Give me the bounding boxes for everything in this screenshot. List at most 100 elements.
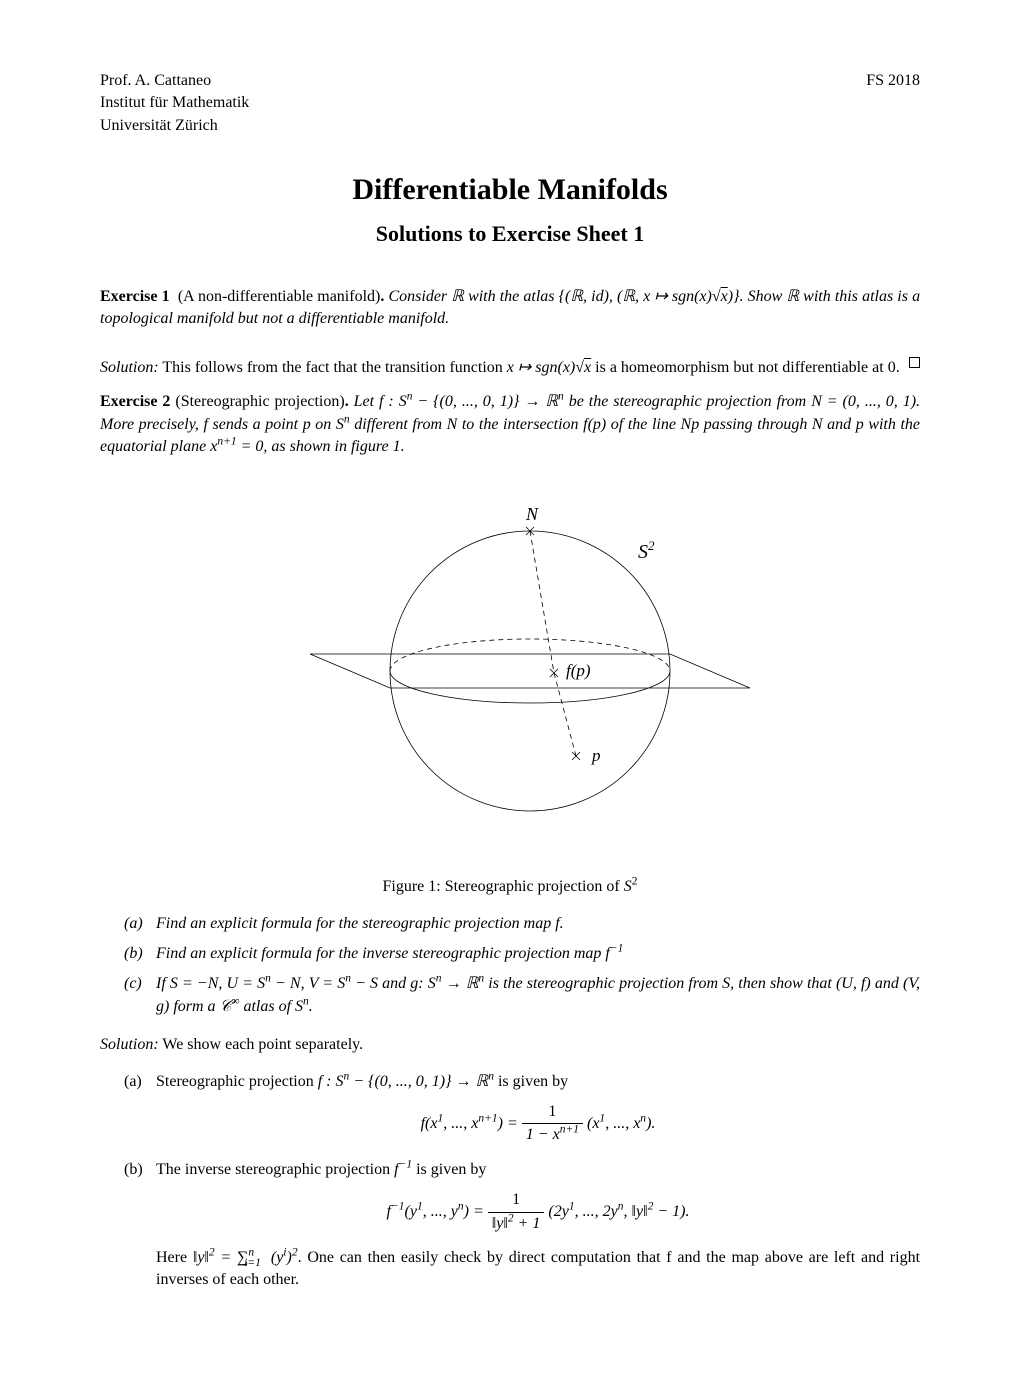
sol-part-a: (a) Stereographic projection f : Sn − {(… [124, 1071, 920, 1147]
sol-a-text: Stereographic projection [156, 1073, 318, 1090]
ex2-let: Let [354, 393, 379, 410]
fig-cap-s2: S [624, 878, 632, 895]
marker-a: (a) [124, 913, 143, 935]
f-rhs: (x1, ..., xn). [587, 1115, 655, 1132]
formula-finv: f−1(y1, ..., yn) = 1 ‖y‖2 + 1 (2y1, ...,… [156, 1189, 920, 1235]
ex1-show: Show [748, 288, 787, 305]
header-left: Prof. A. Cattaneo Institut für Mathemati… [100, 70, 249, 137]
sol1-a: This follows from the fact that the tran… [162, 359, 506, 376]
exercise-2-label: Exercise 2 [100, 393, 170, 410]
stereographic-svg: N S2 f(p) p [250, 476, 770, 866]
ex2-as: , as shown in figure 1. [263, 438, 404, 455]
ex2-N: N = (0, ..., 0, 1). [811, 393, 920, 410]
part-b-inner: Find an explicit formula for the inverse… [156, 945, 610, 962]
period-2: . [345, 393, 349, 410]
exercise-2: Exercise 2 (Stereographic projection). L… [100, 391, 920, 458]
c2: − N, V = S [271, 975, 345, 992]
finv-rhs: (2y1, ..., 2yn, ‖y‖2 − 1). [548, 1203, 689, 1220]
sol-b-text2: is given by [412, 1161, 486, 1178]
sol-a-text2: is given by [494, 1073, 568, 1090]
finv-lhs: f−1(y1, ..., yn) = [387, 1203, 488, 1220]
figure-caption: Figure 1: Stereographic projection of S2 [100, 876, 920, 898]
solution-2-label: Solution: [100, 1036, 159, 1053]
marker-c: (c) [124, 973, 142, 995]
finv-den: ‖y‖2 + 1 [488, 1213, 545, 1235]
part-a-text: Find an explicit formula for the stereog… [156, 915, 564, 932]
sol-b-here: Here ‖y‖2 = ∑ni=1(yi)2. One can then eas… [156, 1247, 920, 1292]
f-frac: 1 1 − xn+1 [522, 1101, 583, 1147]
figure-1: N S2 f(p) p Figure 1: Stereographic proj… [100, 476, 920, 898]
equatorial-plane [310, 654, 750, 688]
c-arrow: → ℝ [441, 975, 478, 992]
page-title: Differentiable Manifolds [100, 169, 920, 211]
label-p: p [591, 746, 601, 765]
f-num: 1 [522, 1101, 583, 1124]
label-fp: f(p) [566, 661, 591, 680]
sol-a-map: f : Sn − {(0, ..., 0, 1)} → ℝn [318, 1073, 494, 1090]
part-a: (a) Find an explicit formula for the ste… [124, 913, 920, 935]
solution-1-label: Solution: [100, 359, 159, 376]
sol-marker-b: (b) [124, 1159, 143, 1181]
part-c: (c) If S = −N, U = Sn − N, V = Sn − S an… [124, 973, 920, 1018]
formula-f: f(x1, ..., xn+1) = 1 1 − xn+1 (x1, ..., … [156, 1101, 920, 1147]
transition-fn: x ↦ sgn(x)√x [507, 359, 591, 376]
period: . [380, 288, 384, 305]
sup-n1: n+1 [217, 436, 236, 448]
equator-back [390, 639, 670, 671]
sol2-intro: We show each point separately. [159, 1036, 363, 1053]
term: FS 2018 [866, 70, 920, 92]
real-symbol-2: ℝ [786, 288, 799, 305]
norm-def: ‖y‖2 = ∑ni=1(yi)2 [193, 1249, 298, 1266]
c5: atlas of S [239, 998, 303, 1015]
point-p [572, 752, 580, 760]
sol-part-b: (b) The inverse stereographic projection… [124, 1159, 920, 1292]
real-symbol: ℝ [451, 288, 464, 305]
cinf: 𝒞∞ [220, 998, 240, 1015]
exercise-1-label: Exercise 1 [100, 288, 170, 305]
finv-frac: 1 ‖y‖2 + 1 [488, 1189, 545, 1235]
equator-front [390, 671, 670, 703]
label-S2: S2 [638, 538, 655, 563]
f-den: 1 − xn+1 [522, 1124, 583, 1146]
sol-marker-a: (a) [124, 1071, 142, 1093]
exercise-1-paren-text: (A non-differentiable manifold) [178, 288, 381, 305]
c1: If S = −N, U = S [156, 975, 265, 992]
f-lhs: f(x1, ..., xn+1) = [421, 1115, 522, 1132]
sol1-b: is a homeomorphism but not differentiabl… [591, 359, 900, 376]
exercise-1: Exercise 1 (A non-differentiable manifol… [100, 286, 920, 331]
ex1-prefix: Consider [388, 288, 451, 305]
point-fp [550, 669, 558, 677]
ex2-be: be the stereographic projection from [564, 393, 811, 410]
sol-b-finv: f−1 [394, 1161, 412, 1178]
solution-2: Solution: We show each point separately. [100, 1034, 920, 1056]
university: Universität Zürich [100, 115, 249, 137]
label-N: N [525, 504, 539, 524]
c-period: . [309, 998, 313, 1015]
qed-icon [909, 357, 920, 368]
c3: − S and g: S [351, 975, 436, 992]
page-subtitle: Solutions to Exercise Sheet 1 [100, 219, 920, 250]
sup-inv: −1 [610, 943, 624, 955]
institute: Institut für Mathematik [100, 92, 249, 114]
part-b-text: Find an explicit formula for the inverse… [156, 945, 623, 962]
finv-num: 1 [488, 1189, 545, 1212]
sphere-outline [390, 531, 670, 811]
professor: Prof. A. Cattaneo [100, 70, 249, 92]
marker-b: (b) [124, 943, 143, 965]
solution-2-parts: (a) Stereographic projection f : Sn − {(… [100, 1071, 920, 1292]
exercise-2-paren: (Stereographic projection) [175, 393, 344, 410]
solution-1: Solution: This follows from the fact tha… [100, 357, 920, 379]
line-fp-p [554, 673, 576, 756]
fig-cap-text: Figure 1: Stereographic projection of [382, 878, 623, 895]
exercise-2-parts: (a) Find an explicit formula for the ste… [100, 913, 920, 1019]
ex2-more: More precisely, f sends a point p on S [100, 416, 344, 433]
eq0: = 0 [237, 438, 264, 455]
sol-b-text: The inverse stereographic projection [156, 1161, 394, 1178]
atlas-set: {(ℝ, id), (ℝ, x ↦ sgn(x)√x)}. [559, 288, 744, 305]
line-N-fp [530, 531, 554, 673]
ex1-mid: with the atlas [464, 288, 559, 305]
header: Prof. A. Cattaneo Institut für Mathemati… [100, 70, 920, 137]
ex2-map: f : Sn − {(0, ..., 0, 1)} → ℝn [379, 393, 564, 410]
part-b: (b) Find an explicit formula for the inv… [124, 943, 920, 965]
part-c-text: If S = −N, U = Sn − N, V = Sn − S and g:… [156, 975, 920, 1014]
